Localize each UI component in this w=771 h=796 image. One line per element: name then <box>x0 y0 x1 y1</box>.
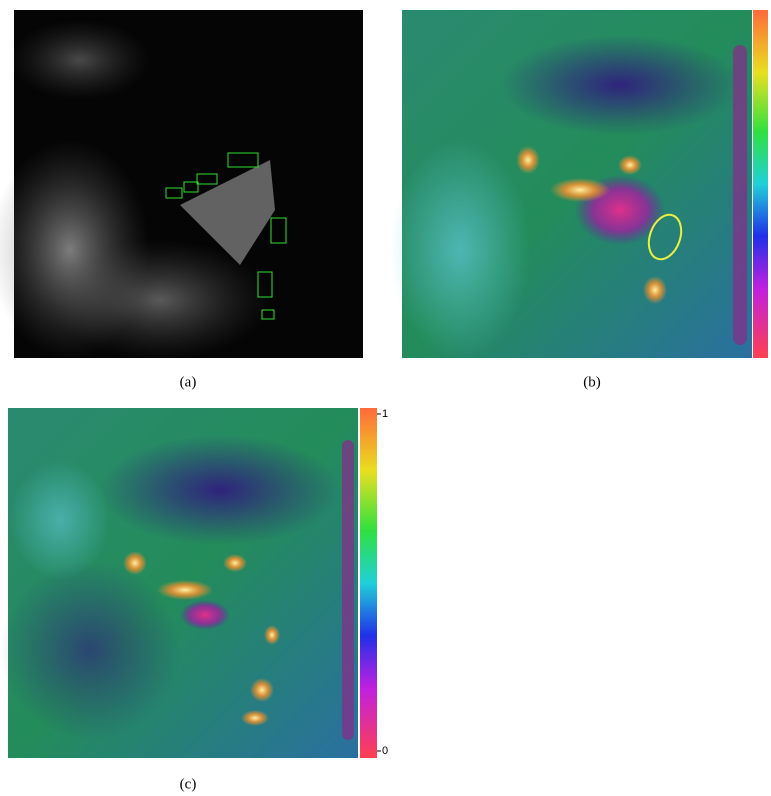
colorbar <box>753 10 768 358</box>
colorbar-tick-label: 0 <box>382 745 388 757</box>
panel-a <box>0 10 363 360</box>
colorbar-tick-label: 1 <box>382 408 388 420</box>
colorbar <box>360 408 377 758</box>
panel-b <box>390 10 768 360</box>
caption: (b) <box>583 374 601 390</box>
caption: (c) <box>180 776 197 792</box>
colorbar-c: 01 <box>360 408 388 758</box>
caption: (a) <box>180 374 197 390</box>
panel-c <box>0 408 358 758</box>
figure: (a) (b) 01 (c) <box>0 0 771 796</box>
